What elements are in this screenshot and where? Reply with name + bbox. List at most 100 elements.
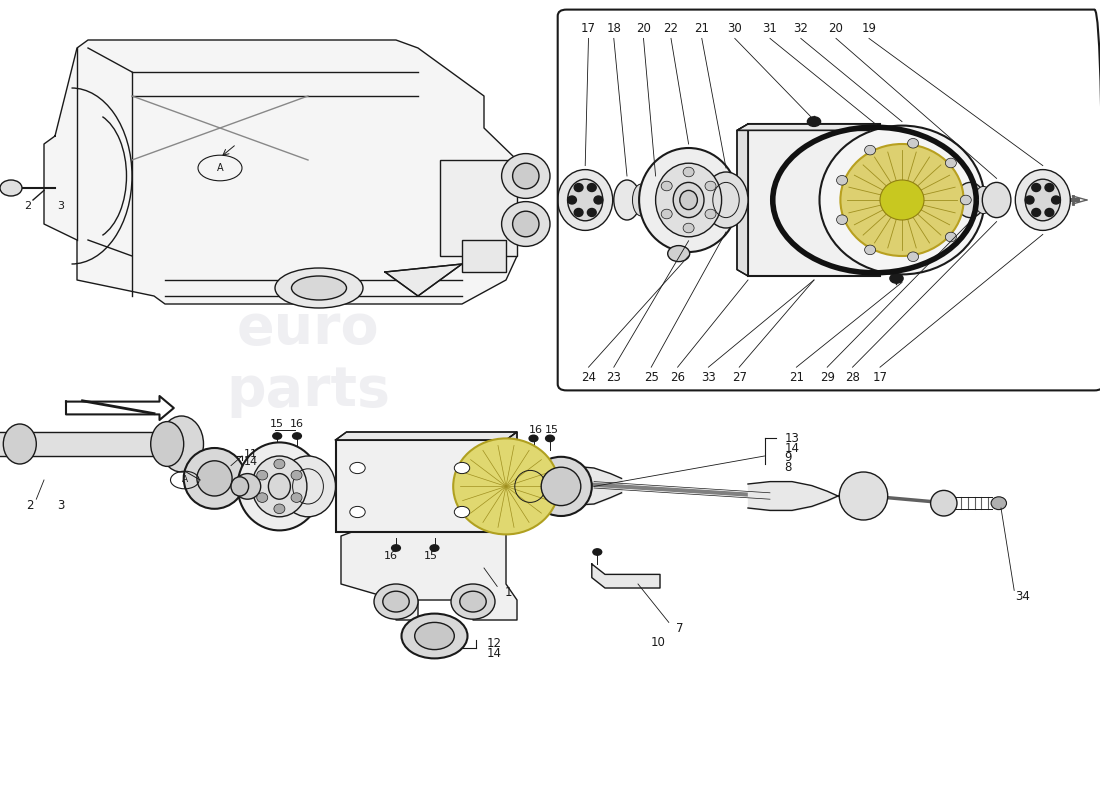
Ellipse shape [807, 117, 821, 126]
Ellipse shape [268, 474, 290, 499]
Ellipse shape [1045, 183, 1054, 191]
Ellipse shape [865, 245, 876, 254]
Ellipse shape [683, 223, 694, 233]
Text: 27: 27 [732, 371, 747, 384]
Ellipse shape [568, 196, 576, 204]
Ellipse shape [836, 175, 847, 185]
Ellipse shape [945, 158, 956, 168]
Ellipse shape [839, 472, 888, 520]
Ellipse shape [460, 591, 486, 612]
Ellipse shape [513, 163, 539, 189]
Ellipse shape [274, 459, 285, 469]
Text: 16: 16 [384, 551, 397, 561]
Ellipse shape [292, 276, 346, 300]
Text: 31: 31 [762, 22, 778, 34]
Text: 21: 21 [789, 371, 804, 384]
Text: 24: 24 [581, 371, 596, 384]
Ellipse shape [836, 215, 847, 225]
Ellipse shape [593, 549, 602, 555]
Ellipse shape [256, 470, 267, 480]
Text: 11: 11 [244, 449, 257, 458]
Text: 16: 16 [290, 419, 304, 429]
Text: 22: 22 [663, 22, 679, 34]
Ellipse shape [151, 422, 184, 466]
Text: 28: 28 [845, 371, 860, 384]
Text: 33: 33 [701, 371, 716, 384]
Ellipse shape [568, 179, 603, 221]
Bar [748, 124, 880, 276]
Ellipse shape [273, 433, 282, 439]
Ellipse shape [661, 182, 672, 190]
Ellipse shape [430, 545, 439, 551]
Ellipse shape [234, 474, 261, 499]
Ellipse shape [350, 506, 365, 518]
Ellipse shape [160, 416, 204, 472]
Ellipse shape [931, 490, 957, 516]
Text: 15: 15 [546, 426, 559, 435]
Ellipse shape [865, 146, 876, 155]
Ellipse shape [639, 148, 738, 252]
Ellipse shape [1032, 209, 1041, 217]
Polygon shape [44, 40, 517, 304]
Text: 14: 14 [244, 458, 257, 467]
Ellipse shape [454, 462, 470, 474]
Ellipse shape [960, 195, 971, 205]
Ellipse shape [820, 126, 984, 274]
Ellipse shape [529, 435, 538, 442]
Ellipse shape [184, 448, 245, 509]
Text: 8: 8 [784, 461, 792, 474]
Ellipse shape [252, 456, 307, 517]
Bar [462, 240, 506, 272]
Ellipse shape [683, 167, 694, 177]
Ellipse shape [661, 210, 672, 218]
Ellipse shape [1045, 209, 1054, 217]
Ellipse shape [908, 138, 918, 148]
Ellipse shape [293, 433, 301, 439]
Ellipse shape [656, 163, 722, 237]
Ellipse shape [705, 210, 716, 218]
Ellipse shape [546, 435, 554, 442]
Bar [440, 160, 517, 256]
Ellipse shape [350, 462, 365, 474]
Ellipse shape [587, 183, 596, 191]
Ellipse shape [274, 504, 285, 514]
Ellipse shape [3, 424, 36, 464]
Ellipse shape [982, 182, 1011, 218]
Ellipse shape [292, 493, 302, 502]
Polygon shape [506, 432, 517, 532]
Ellipse shape [1015, 170, 1070, 230]
Text: 16: 16 [529, 426, 542, 435]
Polygon shape [737, 124, 880, 130]
Ellipse shape [541, 467, 581, 506]
Polygon shape [737, 124, 748, 276]
Ellipse shape [197, 461, 232, 496]
Ellipse shape [402, 614, 468, 658]
Text: 18: 18 [606, 22, 621, 34]
Text: 32: 32 [793, 22, 808, 34]
Text: 14: 14 [784, 442, 800, 454]
Ellipse shape [454, 506, 470, 518]
Ellipse shape [890, 274, 903, 283]
Ellipse shape [0, 180, 22, 196]
Ellipse shape [574, 183, 583, 191]
Text: 21: 21 [694, 22, 710, 34]
Ellipse shape [530, 457, 592, 516]
Polygon shape [66, 396, 174, 420]
Ellipse shape [1025, 179, 1060, 221]
Text: 20: 20 [636, 22, 651, 34]
Text: 1: 1 [505, 586, 512, 598]
Text: 10: 10 [650, 636, 666, 649]
Ellipse shape [292, 470, 302, 480]
Polygon shape [592, 564, 660, 588]
Ellipse shape [256, 493, 267, 502]
Ellipse shape [392, 545, 400, 551]
Ellipse shape [502, 154, 550, 198]
Ellipse shape [231, 477, 249, 496]
Ellipse shape [642, 180, 669, 220]
Text: 29: 29 [820, 371, 835, 384]
Text: 3: 3 [57, 499, 64, 512]
Ellipse shape [587, 209, 596, 217]
Ellipse shape [956, 182, 984, 218]
Ellipse shape [451, 584, 495, 619]
Text: 19: 19 [861, 22, 877, 34]
